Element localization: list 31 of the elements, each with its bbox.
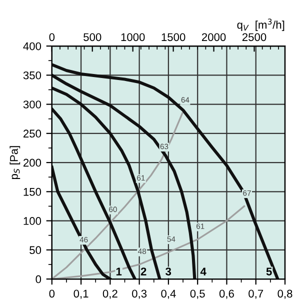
y-tick-label: 100 bbox=[24, 217, 42, 225]
y-tick-label: 350 bbox=[23, 71, 42, 80]
y-tick-label: 50 bbox=[30, 246, 42, 254]
y-tick-label: 300 bbox=[23, 100, 42, 108]
x2-tick-label: 2000 bbox=[202, 33, 226, 42]
x2-tick-label: 1500 bbox=[162, 33, 186, 42]
x-tick-label: 0,5 bbox=[190, 290, 205, 299]
series-label: 1 bbox=[116, 268, 122, 276]
y-tick-label: 150 bbox=[24, 188, 42, 196]
x-tick-label: 0,6 bbox=[219, 290, 234, 299]
x-tick-label: 0,4 bbox=[161, 290, 176, 299]
x2-tick-label: 1000 bbox=[121, 33, 145, 42]
y-axis-title: p$_{S}$ [Pa] bbox=[10, 146, 20, 180]
x2-tick-label: 0 bbox=[49, 33, 55, 42]
x-tick-label: 0,3 bbox=[132, 290, 147, 299]
x2-tick-label: 2500 bbox=[242, 33, 266, 42]
y-tick-label: 200 bbox=[24, 158, 42, 167]
y-tick-label: 0 bbox=[36, 275, 42, 284]
y-tick-label: 250 bbox=[24, 130, 42, 138]
x2-tick-label: 500 bbox=[84, 33, 102, 42]
x-tick-label: 0,1 bbox=[74, 290, 88, 299]
x2-axis-title: q$_{V}$ [m$^{3}$/h] bbox=[237, 18, 284, 31]
series-label: 4 bbox=[200, 268, 206, 276]
x-tick-label: 0,2 bbox=[102, 290, 118, 299]
x-tick-label: 0 bbox=[49, 290, 55, 298]
series-label: 3 bbox=[166, 268, 172, 276]
x-tick-label: 0,7 bbox=[248, 290, 264, 299]
y-tick-label: 400 bbox=[23, 42, 42, 50]
x-tick-label: 0,8 bbox=[278, 290, 292, 299]
series-label: 2 bbox=[140, 268, 146, 276]
series-label: 5 bbox=[266, 268, 272, 276]
